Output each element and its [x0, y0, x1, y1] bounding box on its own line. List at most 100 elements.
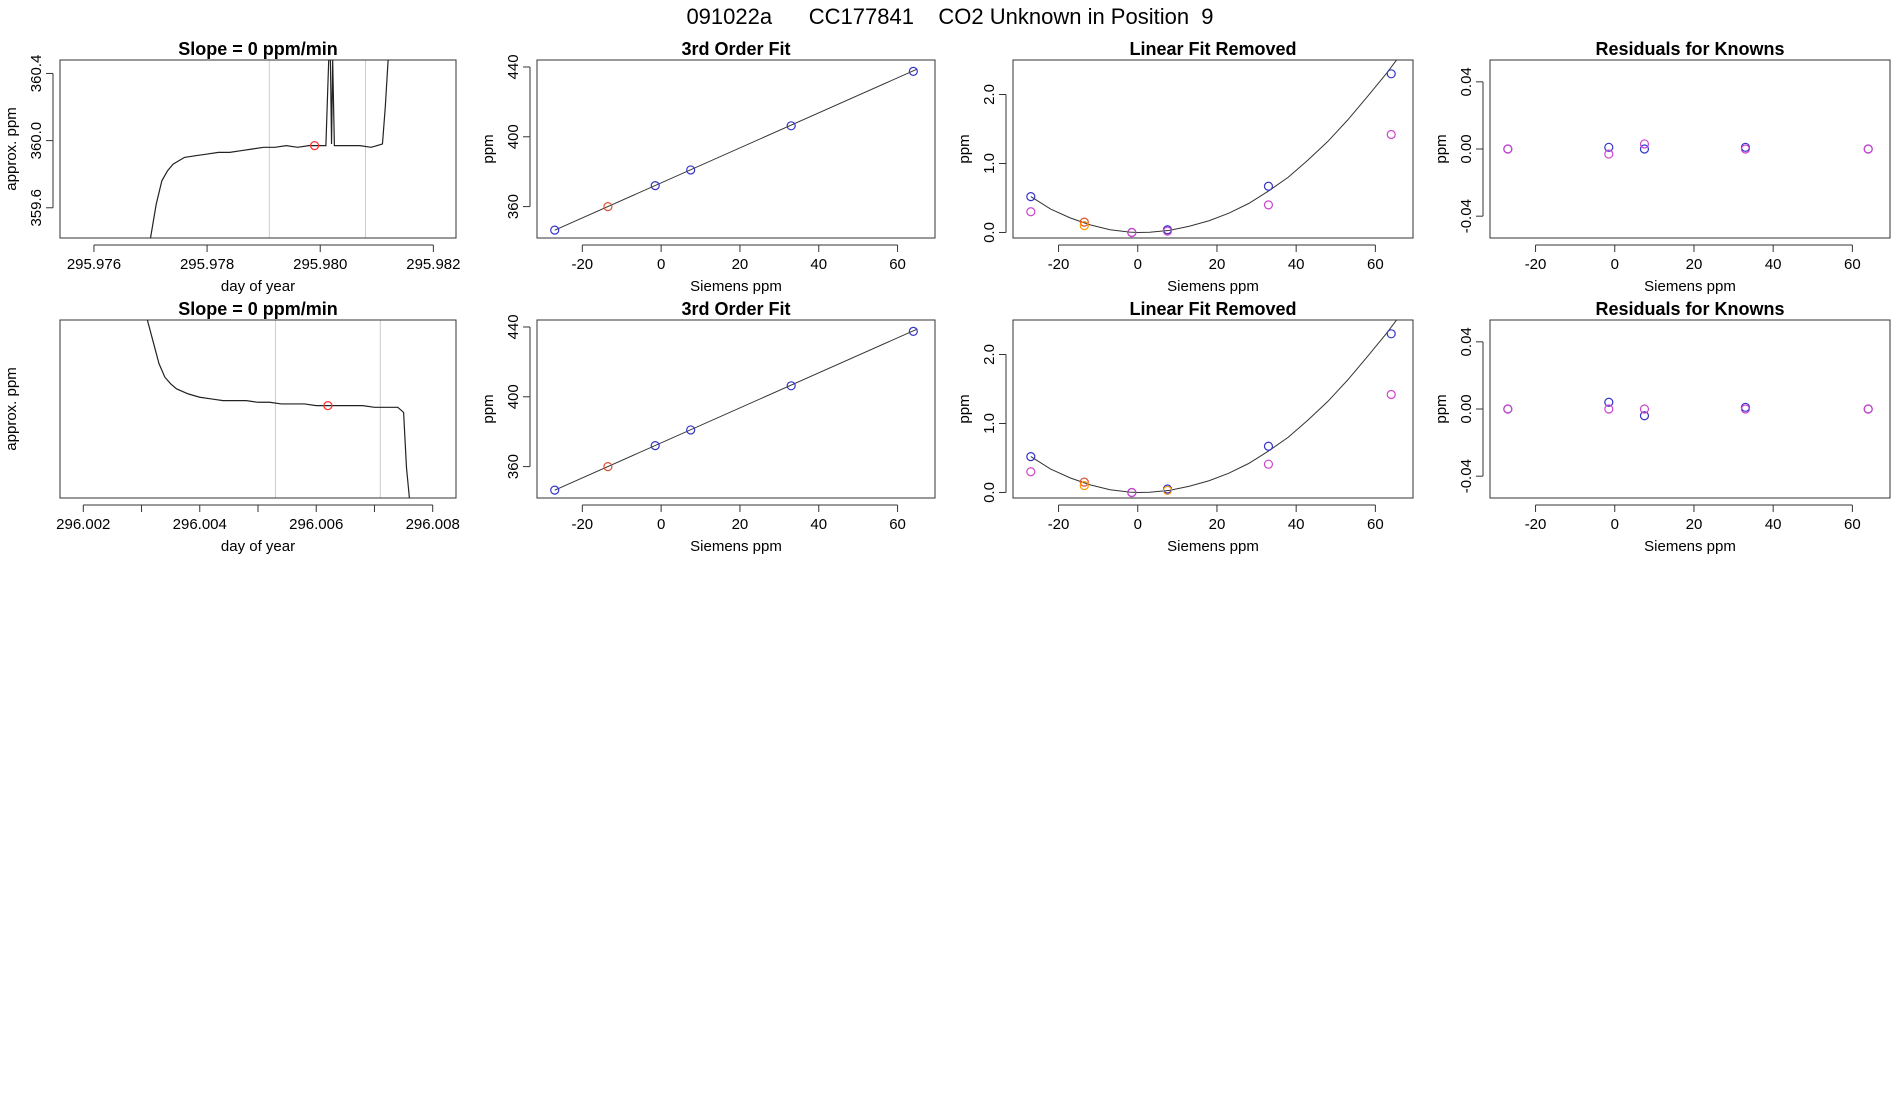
- x-tick-label: 20: [1209, 256, 1226, 273]
- data-point: [1263, 200, 1274, 210]
- chart-title: Slope = 0 ppm/min: [178, 39, 338, 59]
- x-tick-label: -20: [1048, 516, 1070, 533]
- data-point: [550, 485, 560, 495]
- data-point: [1386, 129, 1396, 140]
- data-layer: [149, 60, 389, 238]
- data-point: [1127, 227, 1137, 238]
- data-point: [1026, 207, 1036, 217]
- y-axis-label: ppm: [956, 394, 973, 423]
- sample-marker: [309, 140, 320, 151]
- y-tick-label: -0.04: [1458, 199, 1475, 233]
- y-tick-label: 1.0: [981, 153, 998, 174]
- y-tick-label: 360: [505, 194, 522, 219]
- data-point: [686, 425, 696, 435]
- data-point: [1079, 480, 1089, 491]
- x-axis-label: Siemens ppm: [1644, 278, 1736, 295]
- y-tick-label: 400: [505, 124, 522, 149]
- data-layer: [146, 320, 411, 498]
- plot-frame: [59, 59, 457, 239]
- plot-frame: [1012, 319, 1414, 499]
- y-axis-label: ppm: [1433, 134, 1450, 163]
- y-tick-label: 440: [505, 54, 522, 79]
- x-tick-label: -20: [1048, 256, 1070, 273]
- x-tick-label: -20: [571, 256, 593, 273]
- data-point: [1162, 226, 1173, 236]
- x-axis-label: day of year: [221, 278, 295, 295]
- x-tick-label: 60: [1844, 516, 1861, 533]
- plot-frame: [1489, 319, 1891, 499]
- data-point: [1026, 467, 1036, 477]
- concentration-trace: [146, 320, 411, 498]
- data-point: [1639, 411, 1650, 421]
- x-tick-label: 0: [1611, 256, 1619, 273]
- sample-marker: [323, 400, 333, 411]
- y-tick-label: 0.0: [981, 222, 998, 243]
- x-tick-label: 296.008: [406, 516, 460, 533]
- data-point: [1079, 220, 1089, 231]
- y-axis-label: ppm: [1433, 394, 1450, 423]
- data-point: [1740, 404, 1751, 414]
- y-axis-label: approx. ppm: [3, 107, 20, 190]
- x-tick-label: 295.976: [67, 256, 121, 273]
- data-point: [1604, 404, 1614, 414]
- x-tick-label: 40: [1288, 256, 1305, 273]
- y-tick-label: 0.0: [981, 482, 998, 503]
- x-tick-label: -20: [1525, 256, 1547, 273]
- data-point: [1079, 477, 1089, 487]
- data-point: [650, 181, 660, 191]
- data-point: [1026, 452, 1036, 462]
- x-axis-label: Siemens ppm: [1167, 538, 1259, 555]
- data-point: [908, 326, 918, 336]
- data-point: [686, 165, 696, 175]
- chart-title: 3rd Order Fit: [681, 299, 790, 319]
- x-tick-label: 20: [1686, 516, 1703, 533]
- x-tick-label: 295.982: [406, 256, 460, 273]
- plot-frame: [536, 319, 936, 499]
- y-tick-label: 2.0: [981, 344, 998, 365]
- x-tick-label: 296.002: [56, 516, 110, 533]
- y-tick-label: -0.04: [1458, 459, 1475, 493]
- chart-panel-row1-time: Slope = 0 ppm/min 295.976 295.978 295.980 29…: [3, 39, 460, 295]
- data-point: [1386, 329, 1396, 339]
- chart-title: Linear Fit Removed: [1129, 299, 1296, 319]
- chart-panel-row2-time: Slope = 0 ppm/min 296.002 296.004 296.006 29…: [3, 299, 460, 555]
- y-tick-label: 0.00: [1458, 394, 1475, 423]
- data-layer: [550, 326, 918, 495]
- x-tick-label: 40: [810, 256, 827, 273]
- plot-frame: [59, 319, 457, 499]
- chart-panel-row2-fit: 3rd Order Fit -20 0 20 40 60 360 400 440 Siemens …: [480, 299, 936, 555]
- page-title: 091022a CC177841 CO2 Unknown in Position…: [686, 4, 1214, 29]
- data-point: [650, 441, 660, 451]
- chart-title: Slope = 0 ppm/min: [178, 299, 338, 319]
- data-point: [1639, 404, 1650, 414]
- chart-panel-row1-linear-removed: Linear Fit Removed -20 0 20 40 60 0.0 1.0 2.0 Sie…: [956, 39, 1414, 295]
- x-axis-label: Siemens ppm: [1167, 278, 1259, 295]
- data-point: [1263, 181, 1274, 191]
- x-tick-label: 0: [1134, 516, 1142, 533]
- data-point: [786, 381, 796, 391]
- fit-curve: [1030, 60, 1398, 233]
- y-axis-label: approx. ppm: [3, 367, 20, 450]
- data-point: [1026, 192, 1036, 202]
- data-point: [550, 225, 560, 235]
- y-tick-label: 360: [505, 454, 522, 479]
- data-layer: [1503, 139, 1873, 159]
- chart-panel-row1-residuals: Residuals for Knowns -20 0 20 40 60 -0.04 0.00 0…: [1433, 39, 1891, 295]
- data-point: [603, 201, 613, 212]
- x-tick-label: 0: [657, 516, 665, 533]
- x-axis-label: Siemens ppm: [690, 538, 782, 555]
- x-tick-label: 296.006: [289, 516, 343, 533]
- data-point: [1863, 144, 1873, 154]
- data-point: [1639, 139, 1650, 149]
- x-tick-label: 40: [810, 516, 827, 533]
- y-tick-label: 1.0: [981, 413, 998, 434]
- data-layer: [1026, 320, 1398, 498]
- plot-frame: [536, 59, 936, 239]
- x-tick-label: 0: [1611, 516, 1619, 533]
- data-point: [1863, 404, 1873, 414]
- plot-frame: [1489, 59, 1891, 239]
- x-tick-label: 20: [1209, 516, 1226, 533]
- y-tick-label: 0.04: [1458, 67, 1475, 96]
- x-tick-label: 296.004: [173, 516, 227, 533]
- x-tick-label: 60: [889, 256, 906, 273]
